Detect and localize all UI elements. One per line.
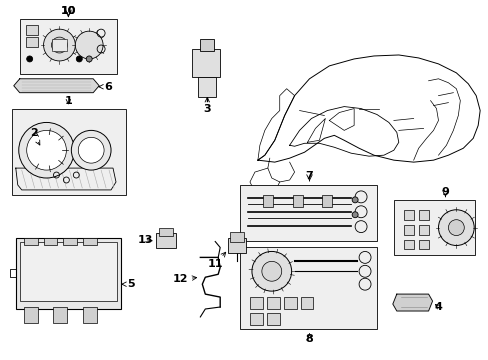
Circle shape — [351, 212, 357, 218]
Bar — [266, 313, 279, 325]
Bar — [240, 185, 376, 240]
Bar — [418, 225, 427, 235]
Text: 10: 10 — [61, 6, 76, 16]
Bar — [249, 297, 263, 309]
Circle shape — [251, 251, 291, 291]
Circle shape — [447, 220, 463, 235]
Bar — [200, 39, 214, 51]
Bar — [292, 195, 302, 207]
Bar — [63, 238, 77, 246]
Text: 11: 11 — [207, 252, 225, 269]
Bar — [26, 25, 38, 35]
Text: 7: 7 — [305, 171, 313, 181]
Bar — [53, 307, 67, 323]
Polygon shape — [392, 294, 432, 311]
Bar — [403, 210, 413, 220]
Bar — [322, 195, 332, 207]
Text: 2: 2 — [30, 129, 40, 145]
Circle shape — [27, 56, 33, 62]
Bar — [43, 238, 57, 246]
Bar — [198, 77, 216, 96]
Bar — [393, 200, 474, 255]
Circle shape — [51, 37, 67, 53]
Bar — [418, 210, 427, 220]
Bar — [51, 39, 67, 51]
Text: 8: 8 — [305, 334, 313, 344]
Circle shape — [43, 29, 75, 61]
Bar — [192, 49, 220, 77]
Text: 10: 10 — [61, 6, 76, 16]
Circle shape — [19, 122, 74, 178]
Polygon shape — [14, 79, 99, 93]
Circle shape — [86, 56, 92, 62]
Bar — [83, 307, 97, 323]
Bar — [403, 225, 413, 235]
Circle shape — [76, 56, 82, 62]
Bar — [240, 247, 376, 329]
Text: 1: 1 — [64, 96, 72, 105]
Text: 13: 13 — [138, 234, 153, 244]
Text: 3: 3 — [203, 98, 211, 113]
Bar — [228, 238, 245, 253]
Bar — [20, 19, 117, 74]
Bar — [300, 297, 313, 309]
Text: 6: 6 — [99, 82, 112, 92]
Bar — [12, 109, 126, 195]
Text: 12: 12 — [172, 274, 196, 284]
Text: 5: 5 — [122, 279, 134, 289]
Circle shape — [71, 130, 111, 170]
Bar — [155, 233, 175, 248]
Bar — [24, 238, 38, 246]
Circle shape — [351, 197, 357, 203]
Bar — [266, 297, 279, 309]
Bar — [403, 239, 413, 249]
Bar — [83, 238, 97, 246]
Bar — [230, 231, 244, 242]
Bar — [158, 228, 172, 235]
Bar — [20, 242, 117, 301]
Bar — [26, 37, 38, 47]
Circle shape — [27, 130, 66, 170]
Circle shape — [78, 137, 104, 163]
Circle shape — [438, 210, 473, 246]
Bar — [249, 313, 263, 325]
Text: 9: 9 — [441, 187, 448, 197]
Circle shape — [75, 31, 103, 59]
Bar — [263, 195, 272, 207]
Text: 4: 4 — [434, 302, 442, 312]
Circle shape — [262, 261, 281, 281]
Bar — [16, 238, 121, 309]
Bar — [418, 239, 427, 249]
Bar — [283, 297, 296, 309]
Bar — [24, 307, 38, 323]
